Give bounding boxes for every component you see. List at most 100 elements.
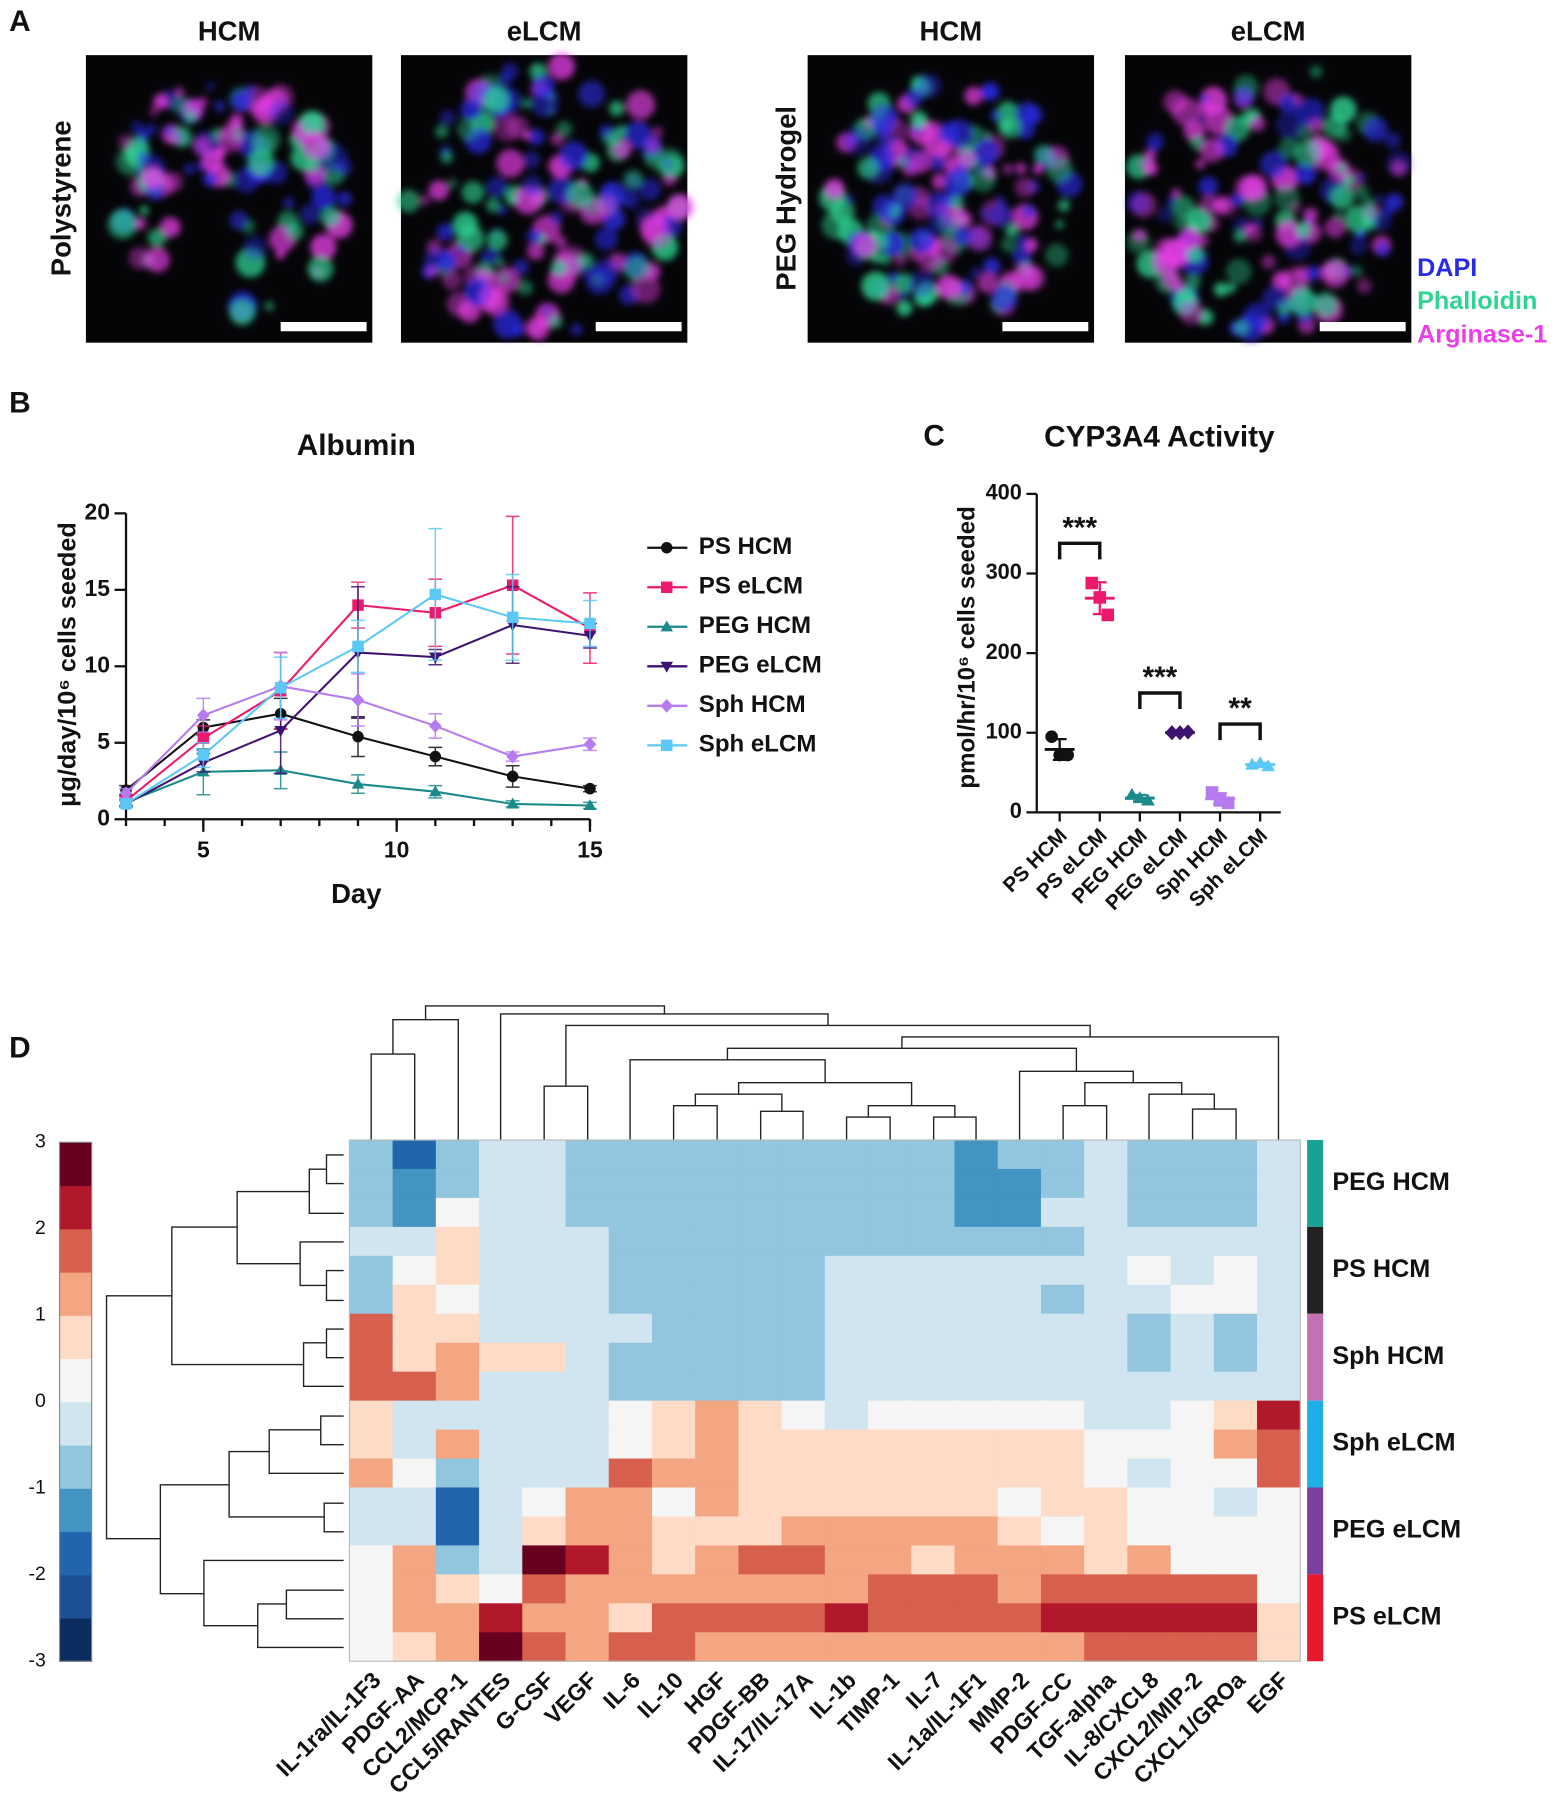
heatmap-cell	[1213, 1197, 1258, 1228]
cell-blob	[1294, 140, 1321, 167]
marker	[1101, 608, 1115, 622]
heatmap-cell	[1170, 1400, 1215, 1431]
heatmap-cell	[479, 1603, 523, 1633]
marker	[583, 799, 597, 811]
colorbar-tick-label: 3	[35, 1130, 46, 1152]
cell-blob	[869, 103, 898, 132]
heatmap-cell	[479, 1545, 523, 1575]
cell-blob	[117, 134, 133, 150]
heatmap-cell	[868, 1487, 912, 1518]
heatmap-cell	[651, 1140, 696, 1170]
cell-blob	[931, 173, 948, 190]
cell-blob	[904, 88, 924, 108]
heatmap-cell	[392, 1342, 437, 1373]
heatmap-cell	[911, 1574, 956, 1604]
cell-blob	[1015, 162, 1027, 175]
cell-blob	[1233, 85, 1255, 107]
cell-blob	[549, 210, 564, 225]
cell-blob	[426, 239, 442, 255]
heatmap-cell	[392, 1516, 437, 1546]
column-dendrogram	[370, 1005, 1280, 1141]
heatmap-cell	[349, 1429, 394, 1460]
heatmap-cell	[565, 1284, 610, 1315]
heatmap-cell	[1040, 1140, 1085, 1170]
heatmap-cell	[349, 1255, 394, 1286]
heatmap-cell	[1084, 1458, 1128, 1489]
heatmap-cell	[1084, 1342, 1128, 1373]
heatmap-cell	[565, 1140, 610, 1170]
heatmap-cell	[954, 1197, 999, 1228]
cell-blob	[609, 101, 625, 116]
heatmap-cell	[695, 1516, 739, 1546]
colorbar-bin	[59, 1358, 92, 1403]
heatmap-cell	[479, 1140, 523, 1170]
heatmap-cell	[522, 1400, 567, 1431]
heatmap-cell	[349, 1226, 394, 1257]
heatmap-cell	[1084, 1371, 1128, 1402]
heatmap-cell	[1257, 1313, 1301, 1344]
cell-blob	[1032, 164, 1043, 175]
heatmap-cell	[1084, 1487, 1128, 1518]
heatmap-cell	[868, 1371, 912, 1402]
cell-blob	[1045, 243, 1069, 267]
heatmap-cell	[1084, 1140, 1128, 1170]
heatmap-cell	[392, 1429, 437, 1460]
heatmap-cell	[1040, 1371, 1085, 1402]
heatmap-cell	[738, 1371, 783, 1402]
heatmap-cell	[997, 1140, 1042, 1170]
legend-label: PS HCM	[699, 533, 793, 560]
cell-blob	[440, 150, 454, 164]
cell-blob	[396, 189, 420, 213]
heatmap-cell	[824, 1516, 869, 1546]
heatmap-cell	[954, 1140, 999, 1170]
heatmap-cell	[911, 1545, 956, 1575]
x-axis-label: Day	[331, 878, 382, 909]
heatmap-cell	[1170, 1516, 1215, 1546]
marker	[506, 611, 519, 624]
cell-blob	[1002, 163, 1014, 175]
cell-blob	[958, 212, 973, 228]
heatmap-cell	[1084, 1545, 1128, 1575]
heatmap-cell	[824, 1429, 869, 1460]
cell-blob	[1356, 278, 1372, 294]
column-label: EGF	[1242, 1667, 1294, 1719]
heatmap-cell	[738, 1342, 783, 1373]
cell-blob	[652, 126, 663, 138]
cell-blob	[949, 195, 965, 211]
cell-blob	[159, 216, 181, 238]
cell-blob	[1277, 311, 1290, 324]
cell-blob	[1240, 174, 1268, 202]
column-label: IL-10	[632, 1667, 688, 1723]
cell-blob	[861, 271, 891, 301]
marker	[352, 640, 364, 653]
heatmap-cell	[1257, 1342, 1301, 1373]
cell-blob	[441, 269, 462, 291]
cell-blob	[229, 299, 256, 326]
heatmap-cell	[781, 1197, 826, 1228]
cell-blob	[638, 178, 661, 201]
cell-blob	[213, 100, 226, 113]
heatmap-cell	[824, 1313, 869, 1344]
marker	[583, 737, 597, 752]
heatmap-cell	[1257, 1603, 1301, 1633]
colorbar-bin	[59, 1531, 92, 1576]
heatmap-cell	[911, 1168, 956, 1199]
heatmap-cell	[1213, 1168, 1258, 1199]
cell-blob	[1320, 259, 1350, 288]
heatmap-cell	[954, 1168, 999, 1199]
marker	[352, 730, 364, 743]
heatmap-cell	[911, 1487, 956, 1518]
colorbar-tick-label: 0	[35, 1390, 46, 1412]
heatmap-cell	[997, 1632, 1042, 1662]
heatmap-cell	[997, 1516, 1042, 1546]
cell-blob	[170, 133, 183, 146]
cell-blob	[233, 167, 259, 193]
legend-marker	[660, 661, 674, 673]
cell-blob	[926, 120, 941, 135]
heatmap-cell	[781, 1516, 826, 1546]
heatmap-cell	[954, 1603, 999, 1633]
heatmap-cell	[608, 1574, 653, 1604]
cell-blob	[1273, 184, 1300, 211]
cell-blob	[1199, 137, 1224, 163]
cell-blob	[980, 84, 996, 100]
